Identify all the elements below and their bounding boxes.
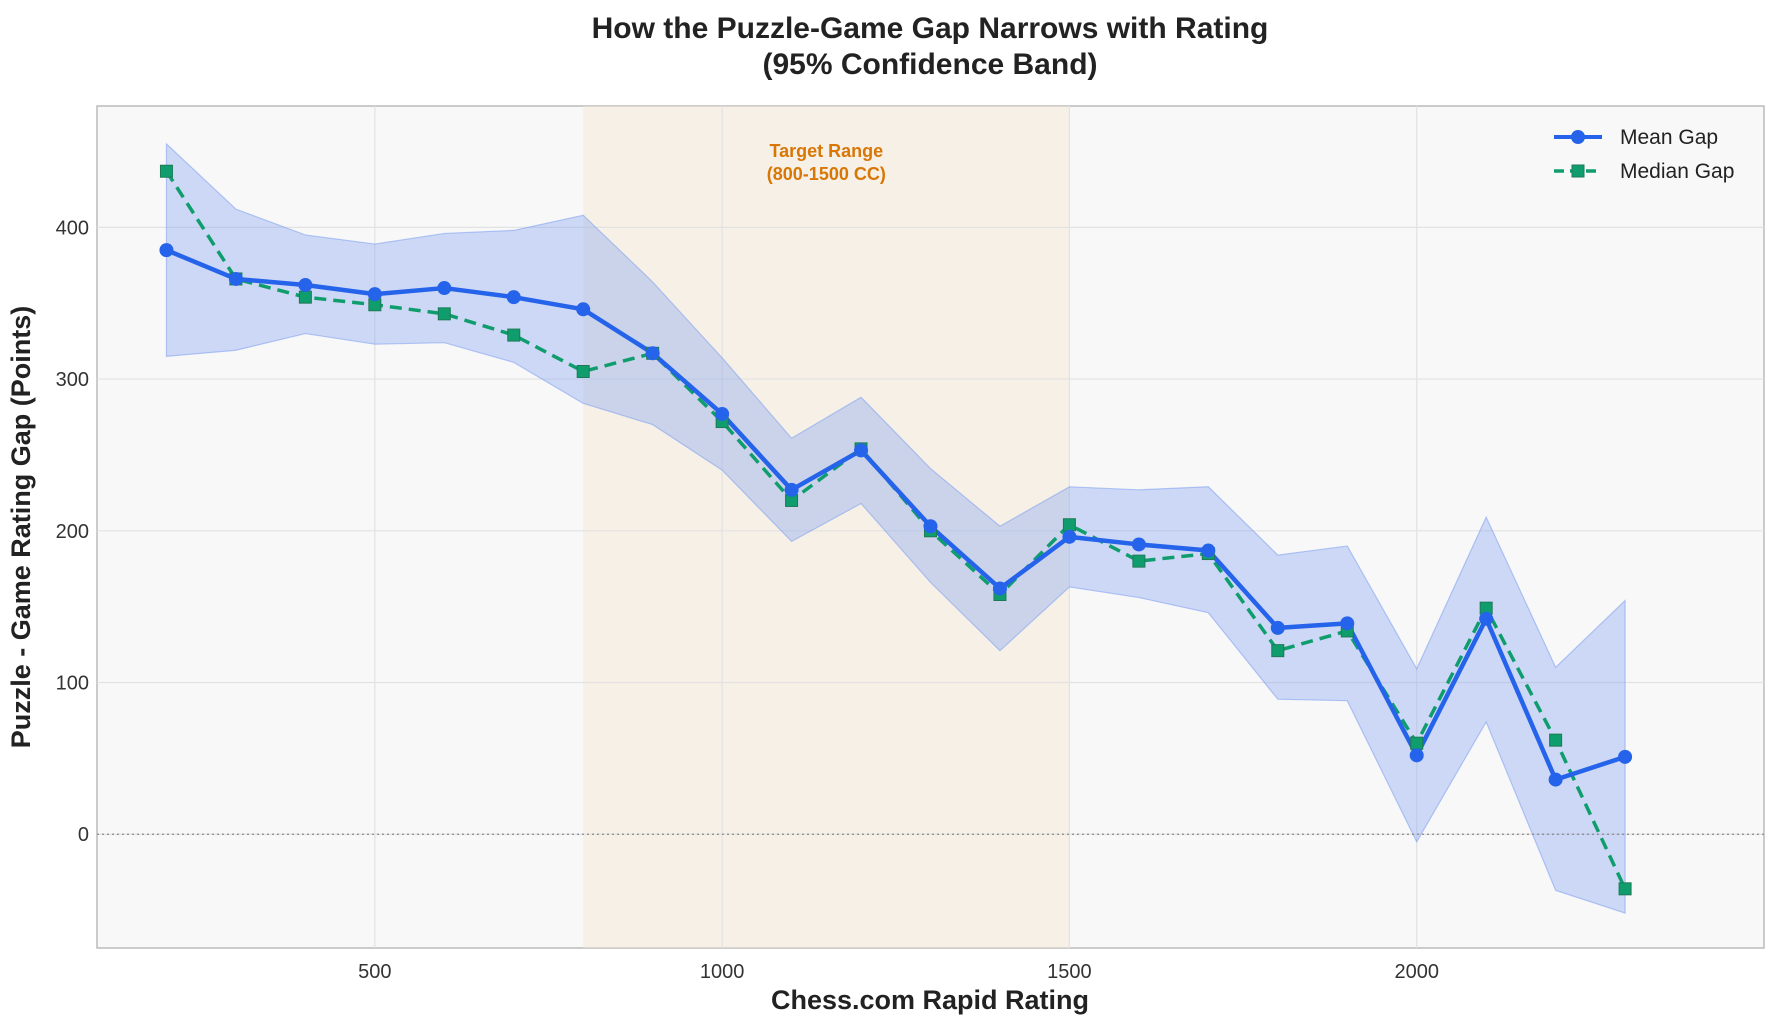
mean-gap-point [367,287,382,302]
mean-gap-point [1270,620,1285,635]
chart-title-line2: (95% Confidence Band) [762,48,1097,81]
x-tick-label: 2000 [1394,961,1439,983]
y-tick-label: 200 [56,521,89,543]
median-gap-point [1549,733,1563,747]
mean-gap-point [854,443,869,458]
mean-gap-point [1062,529,1077,544]
mean-gap-point [1409,748,1424,763]
mean-gap-point [715,406,730,421]
mean-gap-point [437,281,452,296]
legend-mean-label: Mean Gap [1620,126,1718,149]
y-tick-label: 100 [56,673,89,695]
y-tick-label: 300 [56,369,89,391]
x-tick-label: 500 [358,961,391,983]
mean-gap-point [159,243,174,258]
legend-median-marker [1571,164,1585,178]
chart-title-line1: How the Puzzle-Game Gap Narrows with Rat… [592,12,1269,45]
confidence-band-layer [165,142,1626,914]
mean-gap-point [784,482,799,497]
target-range-label-line1: Target Range [769,141,883,161]
legend-mean-marker [1571,130,1585,144]
median-gap-point [1618,882,1632,896]
y-tick-label: 400 [56,217,89,239]
mean-gap-point [1131,537,1146,552]
mean-gap-point [992,581,1007,596]
median-gap-line [164,170,1627,890]
confidence-band [165,142,1626,914]
median-gap-point [1132,554,1146,568]
mean-gap-point [1479,611,1494,626]
target-range-shade [583,106,1070,948]
mean-gap-point [228,271,243,286]
x-tick-label: 1500 [1047,961,1092,983]
mean-gap-point [923,519,938,534]
median-gap-point [507,328,521,342]
series-layer [159,164,1633,896]
target-range-label-line2: (800-1500 CC) [767,164,886,184]
median-gap-point [1271,644,1285,658]
median-gap-point [437,307,451,321]
legend-median-label: Median Gap [1620,160,1734,183]
median-gap-point [159,164,173,178]
x-axis-label: Chess.com Rapid Rating [771,985,1089,1015]
mean-gap-line [165,248,1626,782]
tick-labels-layer: 500 1000 1500 2000 0 100 200 300 400 [56,217,1439,983]
median-gap-point [576,364,590,378]
median-gap-point [298,290,312,304]
mean-gap-point [298,278,313,293]
median-gap-point [1410,736,1424,750]
median-gap-point [1062,518,1076,532]
legend-box [1538,118,1754,190]
mean-gap-point [1201,543,1216,558]
legend: Mean Gap Median Gap [1538,118,1754,190]
mean-gap-point [506,290,521,305]
target-range-layer [583,106,1070,948]
mean-gap-point [576,302,591,317]
mean-gap-point [1340,616,1355,631]
mean-gap-point [1618,749,1633,764]
mean-gap-point [1548,772,1563,787]
x-tick-label: 1000 [700,961,745,983]
y-tick-label: 0 [78,824,89,846]
mean-gap-point [645,346,660,361]
y-axis-label: Puzzle - Game Rating Gap (Points) [6,306,36,749]
